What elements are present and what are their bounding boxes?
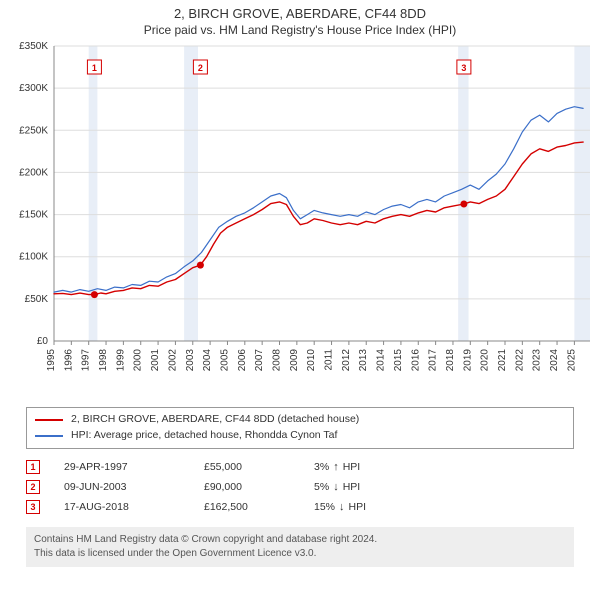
sale-point bbox=[197, 262, 204, 269]
sale-diff-pct: 3% bbox=[314, 461, 329, 473]
sale-diff-pct: 15% bbox=[314, 501, 335, 513]
chart-svg: £0 £50K £100K £150K £200K £250K £300K £350K 1995… bbox=[0, 41, 600, 401]
x-tick-label: 2007 bbox=[254, 349, 265, 372]
x-tick-label: 1999 bbox=[115, 349, 126, 372]
footer-line-1: Contains HM Land Registry data © Crown c… bbox=[34, 533, 566, 547]
sale-date: 09-JUN-2003 bbox=[64, 481, 204, 493]
x-tick-label: 2008 bbox=[272, 349, 283, 372]
legend-row: HPI: Average price, detached house, Rhon… bbox=[35, 428, 565, 444]
sale-price: £162,500 bbox=[204, 501, 314, 513]
y-tick-label: £350K bbox=[19, 41, 48, 52]
x-tick-label: 1996 bbox=[63, 349, 74, 372]
sale-marker-number: 1 bbox=[92, 63, 97, 73]
x-tick-label: 1995 bbox=[46, 349, 57, 372]
title-line-2: Price paid vs. HM Land Registry's House … bbox=[0, 23, 600, 37]
sale-point bbox=[460, 201, 467, 208]
footer-attribution: Contains HM Land Registry data © Crown c… bbox=[26, 527, 574, 567]
x-tick-label: 2011 bbox=[324, 349, 335, 371]
x-tick-label: 2018 bbox=[445, 349, 456, 372]
x-tick-label: 2012 bbox=[341, 349, 352, 372]
x-tick-label: 2001 bbox=[150, 349, 161, 372]
x-tick-label: 1998 bbox=[98, 349, 109, 372]
sale-marker-number: 2 bbox=[198, 63, 203, 73]
x-tick-label: 2015 bbox=[393, 349, 404, 372]
x-tick-label: 2000 bbox=[133, 349, 144, 372]
sale-diff: 5% ↓ HPI bbox=[314, 481, 360, 493]
sale-date: 17-AUG-2018 bbox=[64, 501, 204, 513]
x-tick-label: 2025 bbox=[566, 349, 577, 372]
x-tick-label: 2003 bbox=[185, 349, 196, 372]
y-tick-label: £150K bbox=[19, 210, 48, 221]
x-tick-label: 2013 bbox=[358, 349, 369, 372]
sale-diff-pct: 5% bbox=[314, 481, 329, 493]
y-tick-label: £300K bbox=[19, 83, 48, 94]
sale-row-marker: 2 bbox=[26, 480, 40, 494]
sale-row: 3 17-AUG-2018£162,50015% ↓ HPI bbox=[26, 497, 574, 517]
sale-date: 29-APR-1997 bbox=[64, 461, 204, 473]
shaded-band bbox=[574, 46, 590, 341]
x-tick-label: 2005 bbox=[219, 349, 230, 372]
shaded-band bbox=[458, 46, 468, 341]
sale-row-marker: 3 bbox=[26, 500, 40, 514]
x-tick-label: 2020 bbox=[480, 349, 491, 372]
x-tick-label: 2002 bbox=[167, 349, 178, 372]
arrow-icon: ↓ bbox=[333, 481, 339, 493]
x-tick-label: 2023 bbox=[532, 349, 543, 372]
shaded-band bbox=[184, 46, 198, 341]
sale-diff: 15% ↓ HPI bbox=[314, 501, 366, 513]
x-tick-label: 2014 bbox=[376, 349, 387, 372]
sale-diff-label: HPI bbox=[343, 481, 361, 493]
sale-row: 1 29-APR-1997£55,0003% ↑ HPI bbox=[26, 457, 574, 477]
sale-diff-label: HPI bbox=[343, 461, 361, 473]
chart-area: £0 £50K £100K £150K £200K £250K £300K £350K 1995… bbox=[0, 41, 600, 401]
x-tick-label: 2017 bbox=[428, 349, 439, 372]
sale-point bbox=[91, 291, 98, 298]
sale-row: 2 09-JUN-2003£90,0005% ↓ HPI bbox=[26, 477, 574, 497]
title-line-1: 2, BIRCH GROVE, ABERDARE, CF44 8DD bbox=[0, 6, 600, 21]
arrow-icon: ↑ bbox=[333, 461, 339, 473]
sales-table: 1 29-APR-1997£55,0003% ↑ HPI 2 09-JUN-2003£90… bbox=[26, 457, 574, 517]
sale-diff-label: HPI bbox=[349, 501, 367, 513]
x-tick-label: 2010 bbox=[306, 349, 317, 372]
legend-swatch bbox=[35, 419, 63, 421]
sale-price: £90,000 bbox=[204, 481, 314, 493]
legend: 2, BIRCH GROVE, ABERDARE, CF44 8DD (deta… bbox=[26, 407, 574, 449]
x-tick-label: 2009 bbox=[289, 349, 300, 372]
x-tick-label: 1997 bbox=[81, 349, 92, 372]
legend-label: 2, BIRCH GROVE, ABERDARE, CF44 8DD (deta… bbox=[71, 412, 359, 428]
legend-label: HPI: Average price, detached house, Rhon… bbox=[71, 428, 337, 444]
sale-diff: 3% ↑ HPI bbox=[314, 461, 360, 473]
x-tick-label: 2006 bbox=[237, 349, 248, 372]
y-tick-label: £250K bbox=[19, 125, 48, 136]
y-tick-label: £0 bbox=[37, 336, 49, 347]
y-tick-label: £50K bbox=[25, 294, 49, 305]
x-tick-label: 2021 bbox=[497, 349, 508, 372]
x-tick-label: 2019 bbox=[462, 349, 473, 372]
sale-marker-number: 3 bbox=[461, 63, 466, 73]
y-tick-label: £100K bbox=[19, 252, 48, 263]
legend-row: 2, BIRCH GROVE, ABERDARE, CF44 8DD (deta… bbox=[35, 412, 565, 428]
footer-line-2: This data is licensed under the Open Gov… bbox=[34, 547, 566, 561]
arrow-icon: ↓ bbox=[339, 501, 345, 513]
sale-row-marker: 1 bbox=[26, 460, 40, 474]
x-tick-label: 2024 bbox=[549, 349, 560, 372]
x-tick-label: 2016 bbox=[410, 349, 421, 372]
y-tick-label: £200K bbox=[19, 167, 48, 178]
x-tick-label: 2004 bbox=[202, 349, 213, 372]
x-tick-label: 2022 bbox=[514, 349, 525, 372]
sale-price: £55,000 bbox=[204, 461, 314, 473]
legend-swatch bbox=[35, 435, 63, 437]
chart-title-block: 2, BIRCH GROVE, ABERDARE, CF44 8DD Price… bbox=[0, 0, 600, 41]
